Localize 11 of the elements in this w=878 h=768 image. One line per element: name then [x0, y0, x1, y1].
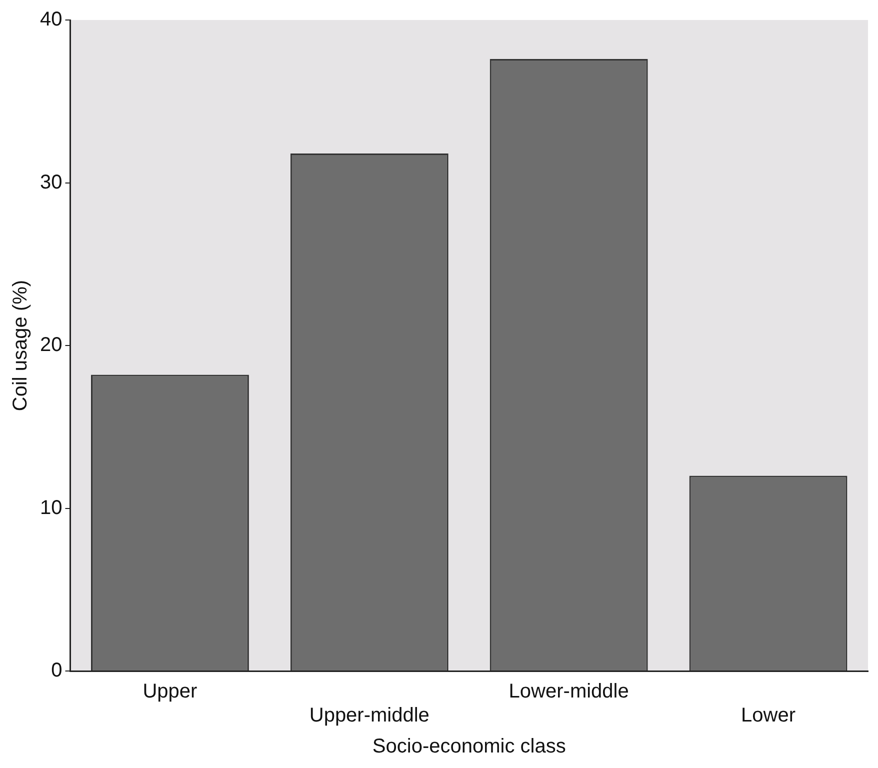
y-axis-title: Coil usage (%)	[10, 280, 32, 412]
x-tick-label: Upper	[142, 680, 198, 703]
x-tick-label: Upper-middle	[309, 704, 430, 727]
y-tick-label: 20	[40, 334, 62, 356]
x-axis-title: Socio-economic class	[372, 736, 566, 758]
y-tick-label: 40	[40, 8, 62, 31]
y-tick-label: 10	[40, 496, 62, 519]
x-tick-label: Lower-middle	[508, 680, 629, 703]
y-tick-label: 0	[51, 660, 62, 682]
x-tick-label: Lower	[741, 704, 796, 727]
y-tick-label: 30	[40, 171, 62, 194]
